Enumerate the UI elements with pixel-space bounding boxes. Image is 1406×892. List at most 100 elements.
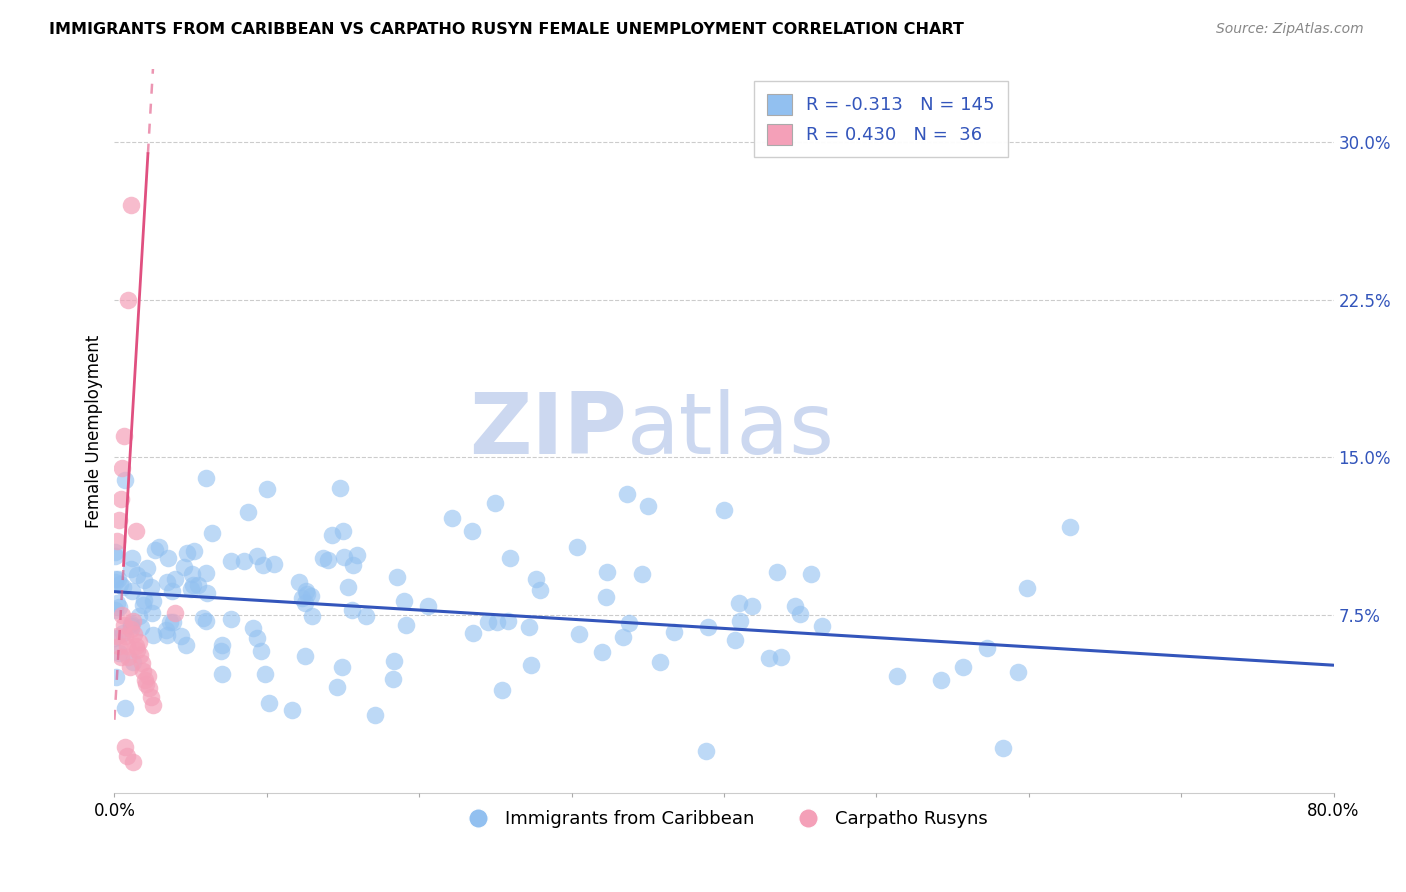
Point	[256, 482, 278, 496]
Point	[617, 615, 640, 630]
Point	[257, 696, 280, 710]
Point	[326, 680, 349, 694]
Point	[127, 643, 149, 657]
Point	[110, 577, 132, 591]
Point	[201, 526, 224, 541]
Point	[250, 644, 273, 658]
Point	[242, 621, 264, 635]
Point	[498, 550, 520, 565]
Point	[180, 582, 202, 597]
Point	[155, 623, 177, 637]
Point	[246, 631, 269, 645]
Point	[695, 744, 717, 758]
Point	[104, 549, 127, 563]
Point	[311, 550, 333, 565]
Point	[142, 628, 165, 642]
Point	[115, 748, 138, 763]
Point	[294, 597, 316, 611]
Point	[107, 646, 129, 660]
Point	[104, 603, 127, 617]
Point	[187, 578, 209, 592]
Point	[111, 607, 134, 622]
Point	[176, 638, 198, 652]
Text: IMMIGRANTS FROM CARIBBEAN VS CARPATHO RUSYN FEMALE UNEMPLOYMENT CORRELATION CHAR: IMMIGRANTS FROM CARIBBEAN VS CARPATHO RU…	[49, 22, 965, 37]
Point	[441, 510, 464, 524]
Point	[637, 499, 659, 513]
Point	[281, 703, 304, 717]
Point	[176, 546, 198, 560]
Point	[418, 599, 440, 614]
Point	[183, 544, 205, 558]
Point	[120, 623, 142, 637]
Point	[631, 566, 654, 581]
Point	[195, 614, 218, 628]
Point	[321, 528, 343, 542]
Point	[596, 565, 619, 579]
Point	[110, 492, 132, 507]
Point	[330, 660, 353, 674]
Point	[769, 650, 792, 665]
Point	[114, 740, 136, 755]
Point	[385, 570, 408, 584]
Point	[766, 565, 789, 579]
Point	[477, 615, 499, 629]
Point	[484, 496, 506, 510]
Point	[141, 698, 163, 712]
Point	[104, 545, 127, 559]
Point	[529, 583, 551, 598]
Point	[485, 615, 508, 629]
Point	[616, 487, 638, 501]
Point	[156, 575, 179, 590]
Point	[121, 614, 143, 628]
Point	[354, 609, 377, 624]
Point	[121, 550, 143, 565]
Point	[170, 629, 193, 643]
Point	[295, 583, 318, 598]
Point	[125, 524, 148, 538]
Point	[114, 473, 136, 487]
Point	[232, 554, 254, 568]
Point	[381, 672, 404, 686]
Point	[342, 558, 364, 572]
Y-axis label: Female Unemployment: Female Unemployment	[86, 334, 103, 527]
Point	[134, 593, 156, 607]
Point	[163, 572, 186, 586]
Point	[1017, 581, 1039, 595]
Point	[211, 638, 233, 652]
Point	[758, 651, 780, 665]
Point	[952, 660, 974, 674]
Point	[591, 645, 613, 659]
Point	[291, 591, 314, 606]
Point	[364, 707, 387, 722]
Legend: Immigrants from Caribbean, Carpatho Rusyns: Immigrants from Caribbean, Carpatho Rusy…	[453, 803, 995, 835]
Point	[713, 502, 735, 516]
Point	[143, 542, 166, 557]
Point	[340, 603, 363, 617]
Point	[107, 572, 129, 586]
Point	[114, 629, 136, 643]
Point	[141, 606, 163, 620]
Point	[568, 627, 591, 641]
Point	[193, 611, 215, 625]
Point	[162, 615, 184, 629]
Point	[194, 471, 217, 485]
Point	[104, 574, 127, 589]
Point	[129, 648, 152, 662]
Point	[209, 644, 232, 658]
Point	[219, 612, 242, 626]
Point	[139, 690, 162, 704]
Point	[461, 626, 484, 640]
Point	[329, 481, 352, 495]
Point	[125, 640, 148, 654]
Point	[294, 648, 316, 663]
Point	[498, 614, 520, 628]
Point	[491, 682, 513, 697]
Point	[132, 573, 155, 587]
Point	[648, 656, 671, 670]
Point	[612, 630, 634, 644]
Point	[316, 553, 339, 567]
Point	[120, 619, 142, 633]
Point	[741, 599, 763, 613]
Point	[136, 669, 159, 683]
Point	[129, 620, 152, 634]
